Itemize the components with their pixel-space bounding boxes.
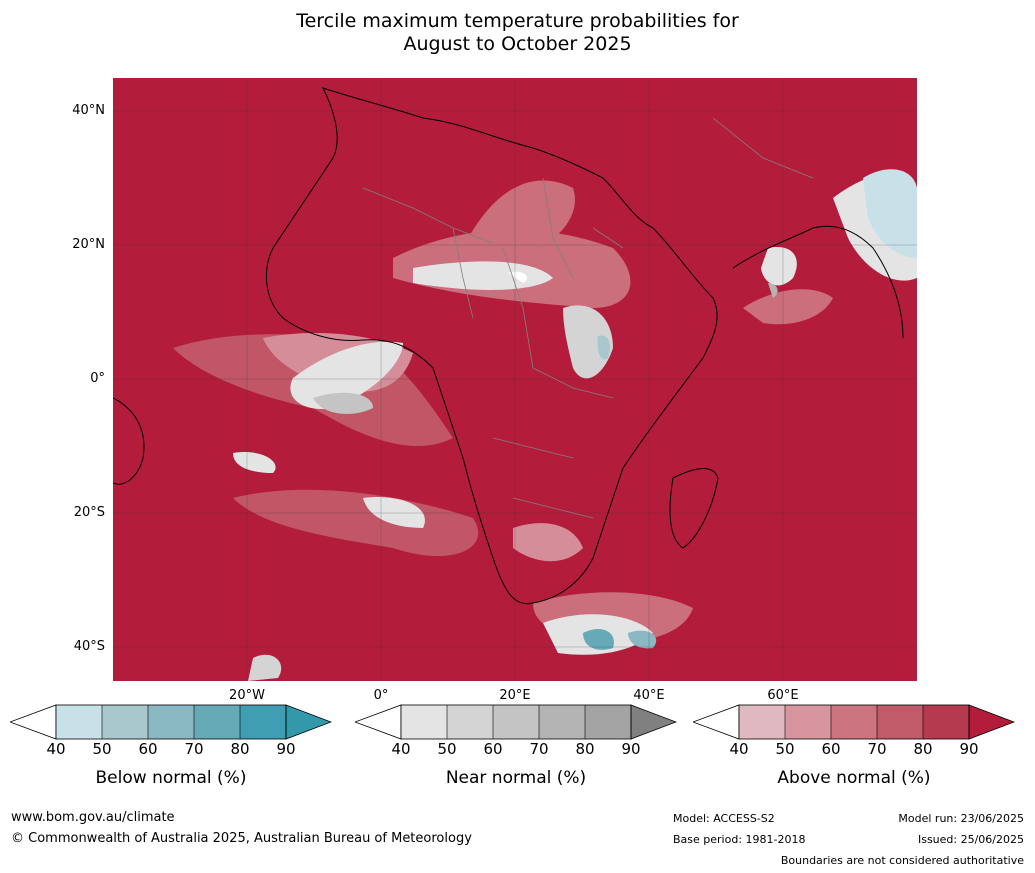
above-normal-label: Above normal (%) (777, 768, 931, 788)
tick: 80 (575, 740, 595, 758)
tick: 90 (276, 740, 296, 758)
tick: 90 (959, 740, 979, 758)
tick: 40 (46, 740, 66, 758)
below-normal-colorbar (10, 704, 332, 740)
copyright-text: © Commonwealth of Australia 2025, Austra… (11, 831, 472, 846)
tick: 90 (621, 740, 641, 758)
website-link[interactable]: www.bom.gov.au/climate (11, 810, 175, 825)
graticule (113, 78, 917, 681)
tick: 70 (529, 740, 549, 758)
issued-text: Issued: 25/06/2025 (917, 833, 1024, 846)
lat-label-20s: 20°S (73, 505, 105, 520)
tick: 70 (867, 740, 887, 758)
tick: 60 (821, 740, 841, 758)
lat-label-0: 0° (90, 371, 105, 386)
tick: 70 (184, 740, 204, 758)
tick: 40 (729, 740, 749, 758)
lon-label-20e: 20°E (499, 688, 531, 703)
lon-label-60e: 60°E (767, 688, 799, 703)
near-normal-label: Near normal (%) (445, 768, 587, 788)
forecast-map (113, 78, 917, 681)
base-period-text: Base period: 1981-2018 (673, 833, 806, 846)
model-text: Model: ACCESS-S2 (673, 812, 775, 825)
below-normal-field (583, 169, 917, 650)
map-title: Tercile maximum temperature probabilitie… (0, 10, 1035, 56)
lon-label-20w: 20°W (229, 688, 265, 703)
tick: 50 (775, 740, 795, 758)
below-normal-label: Below normal (%) (95, 768, 247, 788)
country-borders (362, 117, 814, 519)
tick: 50 (437, 740, 457, 758)
coastlines (113, 87, 904, 605)
near-normal-colorbar (355, 704, 677, 740)
tick: 40 (391, 740, 411, 758)
title-line-2: August to October 2025 (403, 33, 632, 55)
above-normal-colorbar (693, 704, 1015, 740)
lat-label-40s: 40°S (73, 639, 105, 654)
tick: 80 (230, 740, 250, 758)
title-line-1: Tercile maximum temperature probabilitie… (296, 10, 739, 32)
lat-label-20n: 20°N (72, 237, 105, 252)
lon-label-40e: 40°E (633, 688, 665, 703)
tick: 80 (913, 740, 933, 758)
lon-label-0: 0° (373, 688, 389, 703)
tick: 50 (92, 740, 112, 758)
lat-label-40n: 40°N (72, 103, 105, 118)
tick: 60 (138, 740, 158, 758)
model-run-text: Model run: 23/06/2025 (898, 812, 1024, 825)
disclaimer-text: Boundaries are not considered authoritat… (780, 854, 1024, 867)
tick: 60 (483, 740, 503, 758)
